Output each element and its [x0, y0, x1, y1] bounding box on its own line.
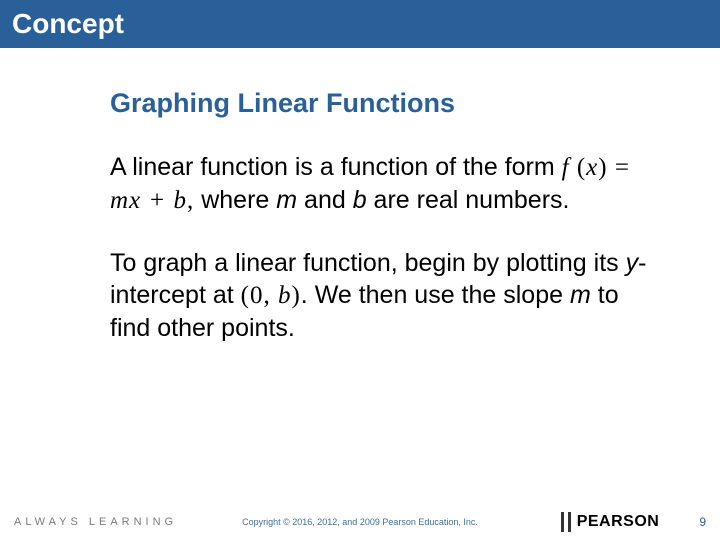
coord-open: (	[241, 282, 250, 309]
paragraph-2: To graph a linear function, begin by plo…	[110, 247, 660, 344]
content-area: Graphing Linear Functions A linear funct…	[0, 48, 720, 344]
header-bar: Concept	[0, 0, 720, 48]
page-number: 9	[699, 515, 706, 529]
var-m-2: m	[570, 281, 591, 309]
coord-close: )	[291, 282, 300, 309]
var-y: y	[626, 249, 639, 277]
paragraph-1: A linear function is a function of the f…	[110, 151, 660, 217]
content-title: Graphing Linear Functions	[110, 88, 660, 119]
para2-text-1: To graph a linear function, begin by plo…	[110, 249, 626, 277]
coord-zero: 0,	[250, 282, 278, 309]
para1-text-1: A linear function is a function of the f…	[110, 153, 562, 181]
always-learning-text: ALWAYS LEARNING	[14, 516, 177, 528]
formula-eq: =	[615, 154, 630, 181]
formula-paren-close: )	[598, 154, 615, 181]
para1-text-3: and	[297, 186, 353, 214]
para1-text-4: are real numbers.	[367, 186, 570, 214]
pearson-bar-1	[561, 512, 564, 532]
coord-period: .	[301, 281, 308, 309]
pearson-text: PEARSON	[577, 513, 660, 531]
formula-x: x	[586, 154, 598, 181]
footer-right: PEARSON 9	[561, 512, 706, 532]
formula-f: f	[562, 154, 577, 181]
coord-b: b	[278, 282, 292, 309]
var-m-1: m	[276, 186, 297, 214]
formula-paren-open: (	[577, 154, 586, 181]
footer: ALWAYS LEARNING Copyright © 2016, 2012, …	[0, 504, 720, 540]
pearson-bar-2	[568, 512, 571, 532]
para1-text-2: where	[194, 186, 276, 214]
var-b-1: b	[353, 186, 367, 214]
header-title: Concept	[12, 8, 124, 40]
pearson-logo: PEARSON	[561, 512, 660, 532]
coord-point: (0, b)	[241, 282, 301, 309]
copyright-text: Copyright © 2016, 2012, and 2009 Pearson…	[242, 517, 478, 527]
para2-text-3: We then use the slope	[308, 281, 570, 309]
formula-rhs: mx + b	[110, 187, 187, 214]
